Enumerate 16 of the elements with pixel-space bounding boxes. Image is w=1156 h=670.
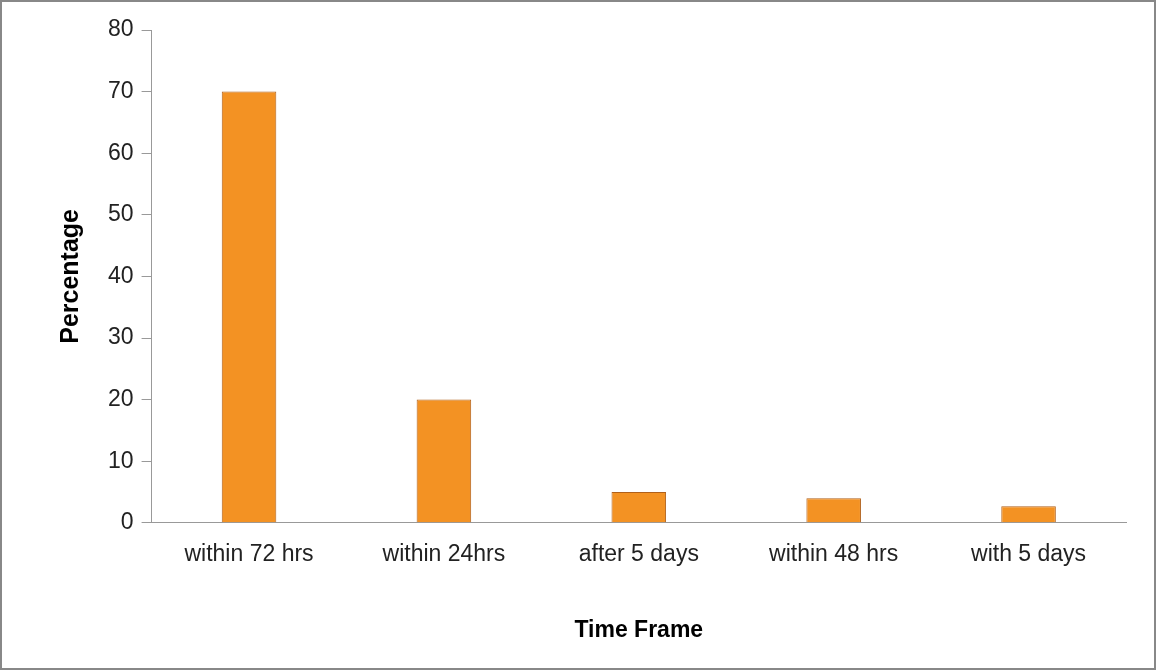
x-tick-label: within 72 hrs (183, 539, 314, 566)
y-tick-label: 40 (107, 261, 134, 288)
y-tick-label: 0 (120, 508, 134, 535)
y-tick-label: 80 (107, 15, 134, 42)
y-tick-label: 70 (107, 76, 134, 103)
x-tick-label: within 48 hrs (768, 539, 899, 566)
x-tick-label: with 5 days (970, 539, 1087, 566)
x-axis-title: Time Frame (574, 615, 704, 642)
x-tick-label: after 5 days (578, 539, 699, 566)
y-tick-label: 10 (107, 446, 134, 473)
y-tick-label: 60 (107, 138, 134, 165)
x-tick-label: within 24hrs (381, 539, 506, 566)
y-tick-label: 30 (107, 323, 134, 350)
y-axis-title: Percentage (54, 208, 83, 344)
y-tick-label: 20 (107, 384, 134, 411)
y-tick-label: 50 (107, 200, 134, 227)
